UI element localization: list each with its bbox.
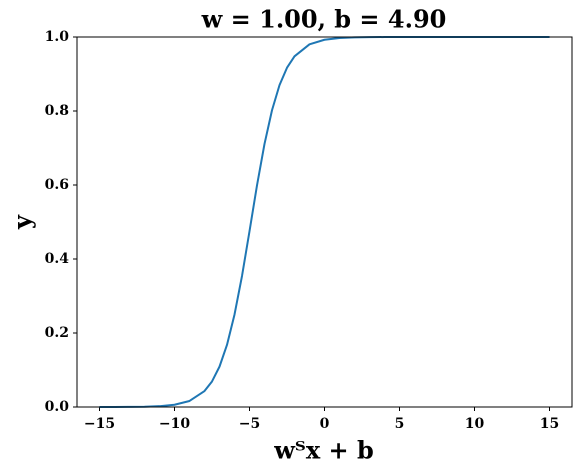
line: [99, 36, 550, 408]
x-tick-label: −10: [159, 416, 190, 432]
y-tick-label: 0.6: [45, 177, 69, 193]
y-tick-label: 0.8: [45, 103, 69, 119]
x-tick-label: −5: [239, 416, 260, 432]
x-axis-label: wᵀx + b: [273, 436, 373, 465]
x-tick-label: 0: [320, 416, 330, 432]
x-tick-label: 5: [395, 416, 405, 432]
y-axis-label: y: [8, 214, 37, 230]
y-tick-label: 0.0: [45, 399, 70, 415]
y-tick-label: 0.4: [45, 251, 70, 267]
x-tick-label: 10: [465, 416, 485, 432]
plot-frame: [76, 36, 573, 408]
x-tick-label: 15: [540, 416, 559, 432]
y-tick-label: 1.0: [45, 29, 70, 45]
y-tick-label: 0.2: [45, 325, 69, 341]
x-tick-label: −15: [84, 416, 115, 432]
chart-title: w = 1.00, b = 4.90: [201, 5, 447, 34]
